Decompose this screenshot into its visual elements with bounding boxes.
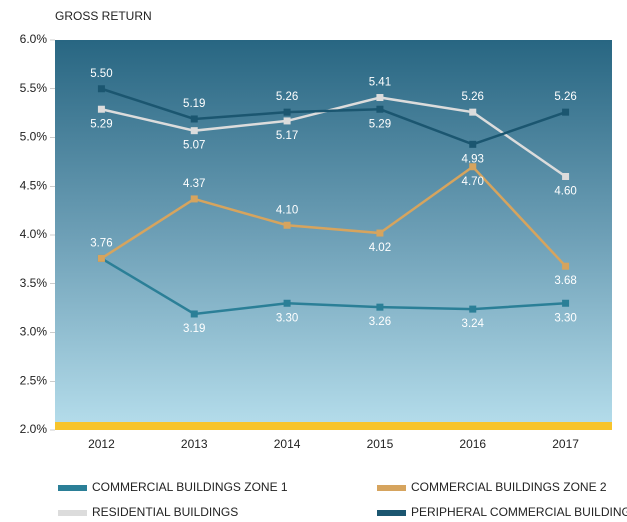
value-label: 5.26 — [554, 91, 576, 103]
value-label: 5.41 — [369, 77, 391, 89]
x-tick-label: 2012 — [88, 437, 115, 451]
value-label: 5.29 — [369, 118, 391, 130]
value-label: 5.29 — [90, 118, 112, 130]
y-tick-label: 2.0% — [20, 422, 48, 436]
value-label: 5.07 — [183, 140, 205, 152]
y-tick-label: 2.5% — [20, 373, 48, 387]
value-label: 4.70 — [462, 176, 484, 188]
y-tick-label: 3.0% — [20, 325, 48, 339]
value-label: 5.50 — [90, 68, 112, 80]
value-label: 3.30 — [554, 312, 576, 324]
value-label: 3.30 — [276, 312, 298, 324]
value-label: 5.26 — [276, 91, 298, 103]
value-label: 3.26 — [369, 316, 391, 328]
value-label: 4.02 — [369, 242, 391, 254]
data-point — [376, 94, 384, 102]
legend-swatch — [377, 485, 406, 491]
data-point — [190, 195, 198, 203]
data-point — [97, 85, 105, 93]
value-label: 4.10 — [276, 204, 298, 216]
data-point — [283, 117, 291, 125]
data-point — [469, 108, 477, 116]
baseline-band — [55, 422, 612, 430]
data-point — [283, 299, 291, 307]
legend-label: RESIDENTIAL BUILDINGS — [92, 505, 238, 519]
value-label: 3.68 — [554, 275, 576, 287]
y-tick-label: 4.0% — [20, 227, 48, 241]
data-point — [190, 127, 198, 135]
legend-label: COMMERCIAL BUILDINGS ZONE 2 — [411, 480, 607, 494]
value-label: 3.24 — [462, 318, 485, 330]
value-label: 4.37 — [183, 178, 205, 190]
data-point — [562, 108, 570, 116]
x-tick-label: 2017 — [552, 437, 579, 451]
y-tick-label: 4.5% — [20, 178, 48, 192]
value-label: 5.19 — [183, 98, 205, 110]
data-point — [97, 254, 105, 262]
legend-swatch — [377, 510, 406, 516]
series-line — [100, 165, 567, 268]
y-tick-label: 5.5% — [20, 81, 48, 95]
legend-swatch — [58, 510, 87, 516]
data-point — [376, 303, 384, 311]
data-point — [469, 140, 477, 148]
data-point — [190, 115, 198, 123]
x-tick-label: 2016 — [459, 437, 486, 451]
data-point — [190, 310, 198, 318]
value-label: 3.76 — [90, 237, 112, 249]
value-label: 3.19 — [183, 323, 205, 335]
value-label: 5.17 — [276, 130, 298, 142]
series-line — [101, 96, 567, 178]
value-label: 5.26 — [462, 91, 484, 103]
y-tick-label: 5.0% — [20, 130, 48, 144]
legend-label: PERIPHERAL COMMERCIAL BUILDINGS — [411, 505, 627, 519]
y-axis-label: GROSS RETURN — [55, 9, 152, 23]
data-point — [283, 108, 291, 116]
data-point — [469, 163, 477, 171]
value-label: 4.93 — [462, 153, 484, 165]
x-tick-label: 2014 — [274, 437, 301, 451]
legend-label: COMMERCIAL BUILDINGS ZONE 1 — [92, 480, 288, 494]
data-point — [562, 262, 570, 270]
x-tick-label: 2015 — [367, 437, 394, 451]
x-tick-label: 2013 — [181, 437, 208, 451]
data-point — [562, 173, 570, 180]
data-point — [562, 299, 570, 307]
data-point — [376, 229, 384, 237]
data-point — [283, 221, 291, 229]
series-line — [100, 257, 566, 316]
data-point — [469, 305, 477, 313]
data-point — [376, 105, 384, 113]
series-line — [101, 87, 566, 146]
y-tick-label: 6.0% — [20, 32, 48, 46]
value-label: 4.60 — [554, 186, 576, 198]
y-tick-label: 3.5% — [20, 276, 48, 290]
data-point — [97, 105, 105, 113]
legend-swatch — [58, 485, 87, 491]
